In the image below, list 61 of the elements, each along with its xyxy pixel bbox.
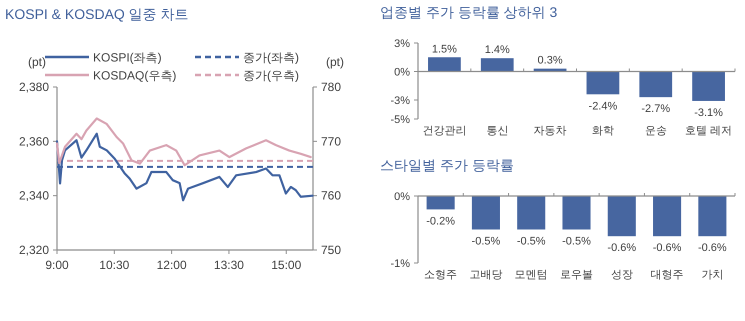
y-tick-label: -5% [390,114,410,126]
legend-label: 종가(좌측) [243,50,299,64]
data-label: -0.5% [472,236,501,248]
bar [692,72,725,101]
data-label: -0.6% [698,242,727,254]
y-tick-label: 2,320 [18,243,50,257]
legend-label: 종가(우측) [243,68,299,82]
x-tick-label: 10:30 [99,258,130,272]
bar [586,72,620,94]
y2-tick-label: 750 [321,243,342,257]
y-axis-title: (pt) [28,55,46,69]
y2-tick-label: 770 [321,134,342,148]
x-tick-label: 소형주 [424,269,458,281]
y-tick-label: 0% [394,66,410,78]
data-label: -2.7% [641,103,670,116]
y2-axis-title: (pt) [326,55,344,69]
x-tick-label: 12:00 [156,258,187,272]
x-tick-label: 자동차 [534,125,567,137]
chart-title: 스타일별 주가 등락률 [380,157,514,173]
y2-tick-label: 780 [321,80,342,94]
x-tick-label: 운송 [644,125,667,137]
data-label: -0.5% [516,236,546,248]
chart-title: 업종별 주가 등락률 상하위 3 [380,4,558,20]
data-label: -0.2% [426,215,456,228]
line-series [56,117,312,166]
y-tick-label: 2,340 [18,188,50,203]
x-tick-label: 가치 [701,269,724,281]
line-series [56,132,314,202]
x-tick-label: 고배당 [469,269,502,281]
x-tick-label: 15:00 [271,258,302,272]
data-label: 1.4% [484,44,510,56]
y-tick-label: 2,360 [18,134,50,148]
bar [480,58,514,72]
data-label: 0.3% [538,54,563,67]
data-label: -0.6% [652,242,682,254]
y-tick-label: 2,380 [18,80,50,94]
x-tick-label: 모멘텀 [514,269,548,281]
data-label: -2.4% [588,100,618,112]
legend-label: KOSPI(좌측) [93,50,162,64]
legend-label: KOSDAQ(우측) [93,68,176,82]
chart-title: KOSPI & KOSDAQ 일중 차트 [5,6,189,22]
x-tick-label: 로우볼 [560,269,593,281]
y2-tick-label: 760 [321,188,342,203]
x-tick-label: 통신 [486,125,508,137]
y-tick-label: 0% [394,191,410,203]
y-tick-label: -1% [390,258,410,270]
x-tick-label: 화학 [592,125,614,137]
x-tick-label: 성장 [610,269,633,281]
data-label: 1.5% [432,43,458,56]
x-tick-label: 건강관리 [422,125,466,137]
x-tick-label: 호텔 레저 [685,125,732,137]
y-tick-label: 3% [394,38,410,50]
data-label: -0.5% [562,236,592,248]
bar [428,57,461,72]
bar [639,72,672,98]
y-tick-label: -3% [390,95,410,107]
x-tick-label: 9:00 [45,258,69,272]
x-tick-label: 대형주 [650,269,684,281]
data-label: -3.1% [694,106,724,119]
data-label: -0.6% [607,242,636,254]
x-tick-label: 13:30 [214,258,244,272]
